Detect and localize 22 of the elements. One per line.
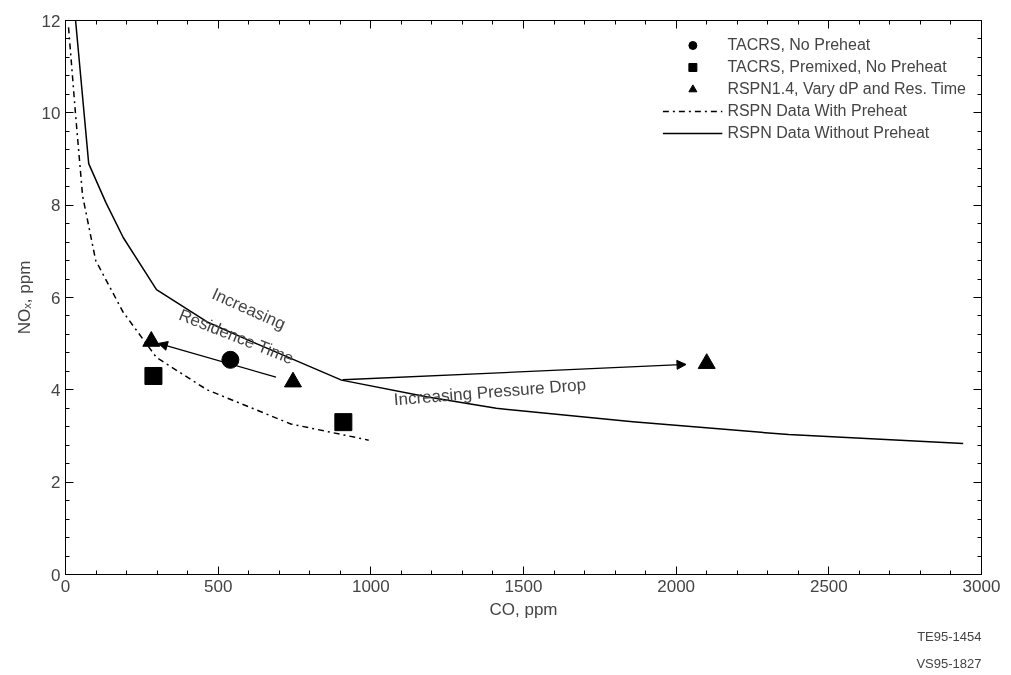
legend-label: RSPN1.4, Vary dP and Res. Time <box>727 80 966 98</box>
legend-label: TACRS, Premixed, No Preheat <box>727 58 947 76</box>
y-tick-label: 6 <box>51 288 61 308</box>
y-tick-label: 12 <box>41 11 61 31</box>
y-tick-label: 4 <box>51 380 61 400</box>
x-tick-label: 2500 <box>809 576 848 596</box>
y-tick-label: 8 <box>51 196 61 216</box>
text: VS95-1827 <box>916 655 982 671</box>
x-axis-title: CO, ppm <box>489 599 558 619</box>
legend-label: RSPN Data With Preheat <box>727 102 907 120</box>
x-tick-label: 1000 <box>351 576 390 596</box>
x-tick-label: 3000 <box>962 576 1001 596</box>
annotation: Increasing Pressure Drop <box>393 374 587 410</box>
y-tick-label: 10 <box>41 103 61 123</box>
y-tick-label: 2 <box>51 473 61 493</box>
text: TE95-1454 <box>917 628 982 644</box>
legend-label: RSPN Data Without Preheat <box>727 124 930 142</box>
legend-label: TACRS, No Preheat <box>727 36 871 54</box>
x-tick-label: 1500 <box>504 576 543 596</box>
x-tick-label: 500 <box>203 576 233 596</box>
x-tick-label: 2000 <box>657 576 696 596</box>
y-axis-title: NOₓ, ppm <box>14 260 34 335</box>
